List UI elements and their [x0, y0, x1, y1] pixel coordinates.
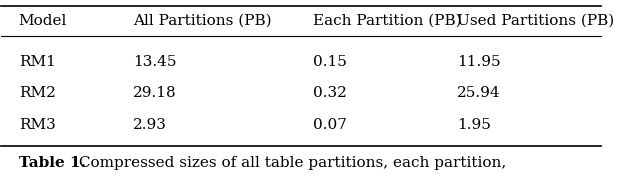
Text: Model: Model — [19, 14, 67, 28]
Text: RM1: RM1 — [19, 55, 56, 69]
Text: All Partitions (PB): All Partitions (PB) — [132, 14, 271, 28]
Text: 0.15: 0.15 — [313, 55, 347, 69]
Text: 11.95: 11.95 — [457, 55, 500, 69]
Text: Each Partition (PB): Each Partition (PB) — [313, 14, 461, 28]
Text: Compressed sizes of all table partitions, each partition,: Compressed sizes of all table partitions… — [74, 156, 506, 170]
Text: 25.94: 25.94 — [457, 86, 500, 100]
Text: Table 1.: Table 1. — [19, 156, 86, 170]
Text: 0.32: 0.32 — [313, 86, 347, 100]
Text: 2.93: 2.93 — [132, 118, 166, 132]
Text: RM2: RM2 — [19, 86, 56, 100]
Text: 0.07: 0.07 — [313, 118, 347, 132]
Text: Used Partitions (PB): Used Partitions (PB) — [457, 14, 614, 28]
Text: 1.95: 1.95 — [457, 118, 491, 132]
Text: 13.45: 13.45 — [132, 55, 176, 69]
Text: 29.18: 29.18 — [132, 86, 177, 100]
Text: RM3: RM3 — [19, 118, 56, 132]
